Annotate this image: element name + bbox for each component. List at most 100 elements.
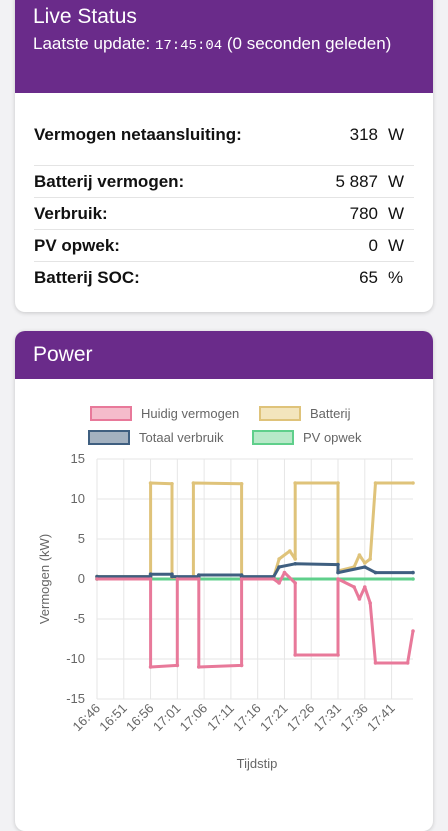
data-point bbox=[352, 585, 356, 589]
data-point bbox=[336, 653, 340, 657]
data-point bbox=[148, 577, 153, 581]
status-table: Vermogen netaansluiting: 318 W Batterij … bbox=[34, 105, 414, 293]
y-tick-label: -15 bbox=[66, 691, 85, 706]
x-tick-label: 17:06 bbox=[177, 701, 211, 735]
data-point bbox=[239, 482, 244, 486]
data-point bbox=[357, 553, 362, 557]
x-axis-title: Tijdstip bbox=[237, 756, 278, 771]
data-point bbox=[196, 577, 201, 581]
data-point bbox=[293, 562, 297, 566]
data-point bbox=[411, 570, 415, 575]
status-label: Verbruik: bbox=[34, 197, 258, 230]
series-line bbox=[97, 481, 413, 579]
status-row-soc: Batterij SOC: 65 % bbox=[34, 262, 414, 294]
data-point bbox=[196, 665, 201, 669]
data-point bbox=[336, 577, 340, 581]
data-point bbox=[175, 577, 180, 581]
x-tick-label: 17:31 bbox=[311, 701, 345, 735]
live-status-title: Live Status bbox=[33, 5, 137, 28]
power-header: Power bbox=[15, 331, 433, 379]
data-point bbox=[191, 481, 196, 485]
data-point bbox=[277, 557, 281, 561]
data-point bbox=[170, 574, 174, 579]
data-point bbox=[362, 585, 367, 589]
x-tick-label: 16:56 bbox=[123, 701, 157, 735]
y-tick-label: 0 bbox=[78, 571, 85, 586]
data-point bbox=[277, 581, 281, 585]
data-point bbox=[293, 557, 297, 561]
data-point bbox=[373, 481, 378, 485]
status-row-battery-power: Batterij vermogen: 5 887 W bbox=[34, 165, 414, 198]
data-point bbox=[373, 661, 378, 665]
data-point bbox=[362, 565, 367, 569]
last-update-time: 17:45:04 bbox=[154, 38, 223, 54]
data-point bbox=[148, 481, 153, 485]
y-tick-label: 5 bbox=[78, 531, 85, 546]
status-unit: W bbox=[378, 229, 414, 262]
y-tick-label: 10 bbox=[71, 491, 85, 506]
data-point bbox=[288, 549, 292, 553]
live-status-header: Live Status Laatste update: 17:45:04 (0 … bbox=[15, 0, 433, 93]
data-point bbox=[368, 557, 372, 561]
data-point bbox=[411, 577, 415, 581]
data-point bbox=[336, 570, 340, 575]
status-row-consumption: Verbruik: 780 W bbox=[34, 197, 414, 230]
live-status-card: Live Status Laatste update: 17:45:04 (0 … bbox=[15, 0, 433, 312]
legend-swatch bbox=[90, 406, 132, 421]
legend-label: Totaal verbruik bbox=[139, 430, 224, 445]
last-update-text: Laatste update: 17:45:04 (0 seconden gel… bbox=[33, 32, 415, 58]
status-label: Batterij SOC: bbox=[34, 267, 140, 287]
y-tick-label: -5 bbox=[73, 611, 85, 626]
status-value: 65 bbox=[359, 267, 378, 287]
data-point bbox=[170, 482, 174, 486]
x-tick-label: 16:51 bbox=[96, 701, 130, 735]
data-point bbox=[293, 653, 297, 657]
status-unit: W bbox=[378, 105, 414, 166]
status-label: PV opwek: bbox=[34, 229, 258, 262]
status-label: Vermogen netaansluiting: bbox=[34, 105, 258, 166]
data-point bbox=[148, 665, 153, 669]
status-value: 780 bbox=[258, 197, 378, 230]
y-axis-title: Vermogen (kW) bbox=[37, 534, 52, 624]
power-title: Power bbox=[33, 343, 93, 366]
x-tick-label: 17:01 bbox=[150, 701, 184, 735]
legend-swatch bbox=[88, 430, 130, 445]
data-point bbox=[239, 663, 244, 668]
power-card: Power Huidig vermogen Batterij Totaal verb… bbox=[15, 331, 433, 831]
data-point bbox=[95, 577, 99, 581]
data-point bbox=[196, 573, 201, 577]
last-update-suffix: (0 seconden geleden) bbox=[222, 34, 392, 53]
status-row-pv: PV opwek: 0 W bbox=[34, 229, 414, 262]
data-point bbox=[336, 481, 340, 485]
data-point bbox=[293, 581, 297, 585]
data-point bbox=[411, 481, 415, 485]
data-point bbox=[373, 570, 378, 575]
status-value: 318 bbox=[258, 105, 378, 166]
status-unit: W bbox=[378, 165, 414, 198]
status-label: Batterij vermogen: bbox=[34, 165, 258, 198]
data-point bbox=[282, 570, 287, 575]
data-point bbox=[277, 565, 281, 569]
power-chart[interactable]: Huidig vermogen Batterij Totaal verbruik PV… bbox=[15, 379, 433, 800]
x-tick-label: 17:21 bbox=[257, 701, 291, 735]
data-point bbox=[411, 629, 415, 633]
data-point bbox=[362, 561, 367, 565]
x-tick-label: 17:16 bbox=[230, 701, 264, 735]
status-value: 0 bbox=[258, 229, 378, 262]
legend-label: PV opwek bbox=[303, 430, 362, 445]
x-tick-label: 17:26 bbox=[284, 701, 318, 735]
data-point bbox=[293, 481, 297, 485]
data-point bbox=[405, 661, 410, 665]
status-row-grid: Vermogen netaansluiting: 318 W bbox=[34, 105, 414, 166]
data-point bbox=[239, 577, 244, 581]
legend-label: Batterij bbox=[310, 406, 351, 421]
status-unit: % bbox=[388, 267, 404, 287]
x-tick-label: 17:41 bbox=[364, 701, 398, 735]
status-value: 5 887 bbox=[258, 165, 378, 198]
data-point bbox=[175, 663, 180, 668]
data-point bbox=[368, 601, 372, 605]
last-update-prefix: Laatste update: bbox=[33, 34, 155, 53]
y-tick-label: -10 bbox=[66, 651, 85, 666]
x-tick-label: 17:11 bbox=[204, 701, 237, 734]
y-tick-label: 15 bbox=[71, 451, 85, 466]
